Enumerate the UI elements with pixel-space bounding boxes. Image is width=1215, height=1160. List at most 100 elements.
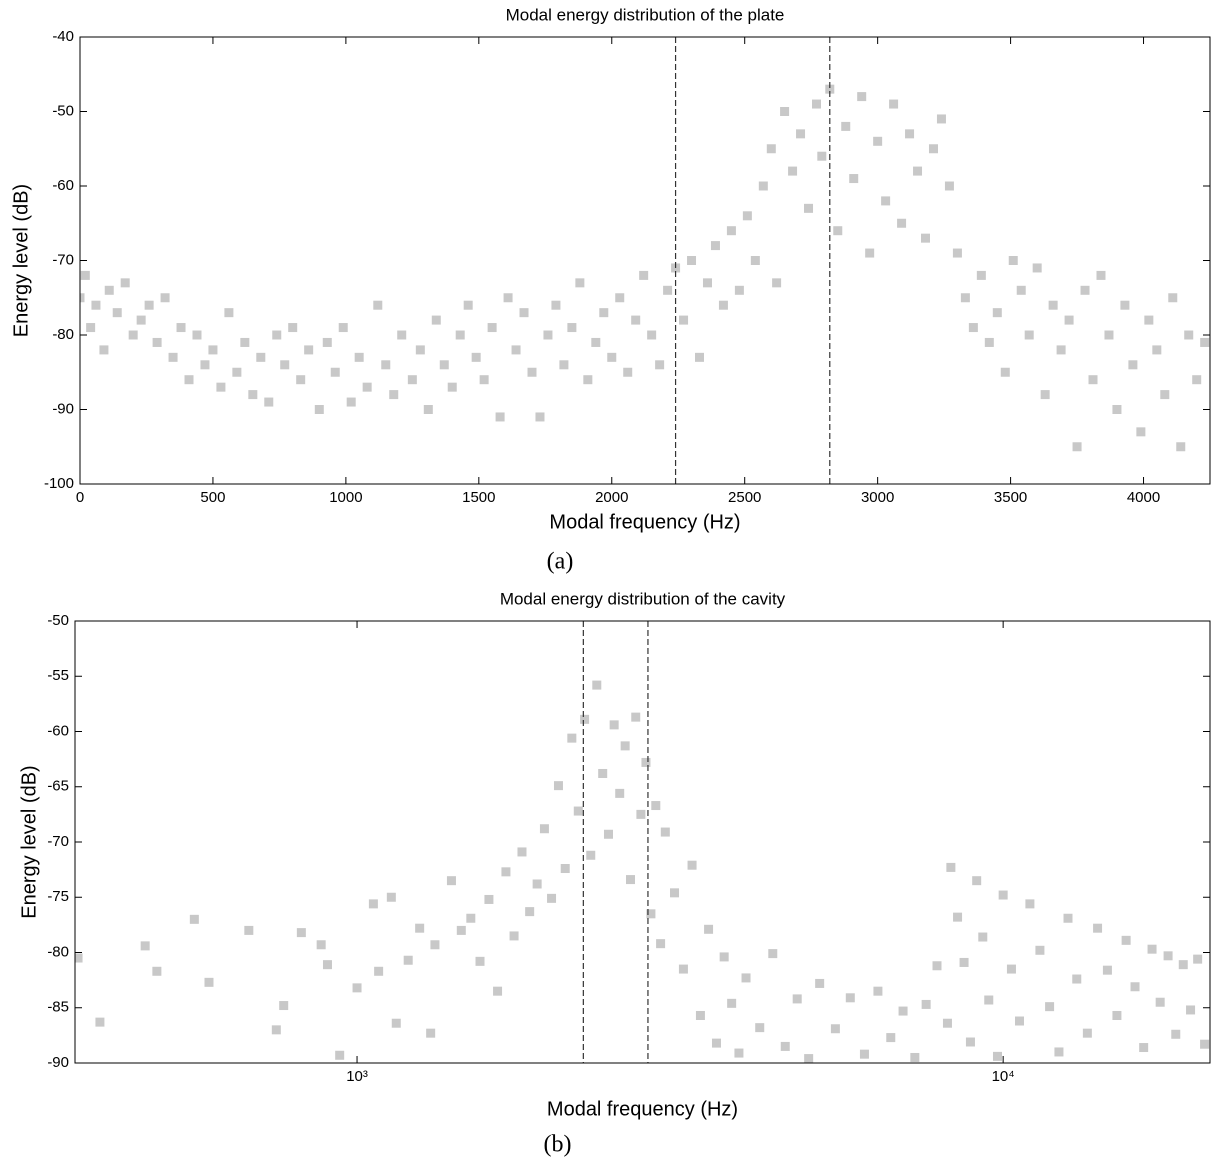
data-point — [1121, 935, 1131, 945]
data-point — [1104, 330, 1114, 340]
data-point — [362, 382, 372, 392]
data-point — [296, 928, 306, 938]
data-point — [1186, 1005, 1196, 1015]
x-tick-label: 0 — [76, 489, 84, 506]
data-point — [1112, 405, 1122, 414]
data-point — [136, 315, 146, 325]
data-point — [279, 1001, 289, 1011]
data-point — [140, 941, 150, 951]
data-point — [734, 285, 744, 295]
x-tick-label: 3500 — [994, 489, 1027, 506]
data-point — [322, 337, 332, 347]
data-point — [446, 876, 456, 886]
data-point — [792, 994, 802, 1004]
data-point — [280, 360, 290, 370]
data-point — [352, 983, 362, 993]
data-point — [271, 1025, 281, 1035]
y-tick-label: -70 — [52, 251, 74, 268]
chart-title: Modal energy distribution of the plate — [506, 5, 785, 24]
data-point — [833, 226, 843, 236]
data-point — [780, 107, 790, 116]
data-point — [373, 300, 383, 310]
data-point — [873, 136, 883, 146]
data-point — [547, 893, 557, 903]
data-point — [609, 720, 619, 730]
data-point — [639, 270, 649, 280]
data-point — [825, 84, 835, 94]
data-point — [936, 114, 946, 124]
points — [80, 84, 1210, 452]
data-point — [695, 1010, 705, 1020]
data-point — [972, 876, 982, 886]
data-point — [509, 931, 519, 941]
data-point — [921, 999, 931, 1009]
data-point — [772, 278, 782, 288]
x-tick-label: 500 — [200, 489, 225, 506]
data-point — [636, 809, 646, 819]
data-point — [660, 827, 670, 837]
data-point — [1015, 1016, 1025, 1026]
data-point — [1130, 982, 1140, 992]
data-point — [1080, 285, 1090, 295]
data-point — [104, 285, 114, 295]
data-point — [1120, 300, 1130, 310]
data-point — [338, 323, 348, 333]
data-point — [711, 1038, 721, 1048]
data-point — [865, 248, 875, 258]
data-point — [475, 956, 485, 966]
data-point — [80, 293, 85, 303]
data-point — [679, 315, 689, 325]
data-point — [615, 293, 625, 303]
data-point — [992, 1051, 1002, 1061]
data-point — [288, 323, 298, 333]
data-point — [567, 733, 577, 743]
data-point — [532, 879, 542, 889]
data-point — [1045, 1002, 1055, 1012]
data-point — [423, 405, 433, 414]
data-point — [1032, 263, 1042, 273]
data-point — [75, 953, 83, 963]
data-point — [535, 412, 545, 422]
data-point — [768, 949, 778, 959]
data-point — [599, 308, 609, 318]
data-point — [539, 824, 549, 834]
data-point — [1040, 390, 1050, 400]
data-point — [592, 680, 602, 690]
y-tick-label: -100 — [44, 475, 74, 492]
data-point — [200, 360, 210, 370]
data-point — [607, 352, 617, 362]
data-point — [710, 241, 720, 251]
points — [75, 680, 1210, 1063]
data-point — [727, 998, 737, 1008]
data-point — [626, 875, 636, 885]
x-tick-label: 4000 — [1127, 489, 1160, 506]
data-point — [766, 144, 776, 154]
data-point — [1200, 1039, 1210, 1049]
data-point — [646, 909, 656, 919]
data-point — [1163, 951, 1173, 961]
data-point — [128, 330, 138, 340]
data-point — [976, 270, 986, 280]
data-point — [330, 367, 340, 377]
data-point — [455, 330, 465, 340]
data-point — [374, 966, 384, 976]
data-point — [1008, 256, 1018, 265]
data-point — [1072, 442, 1082, 452]
data-point — [965, 1037, 975, 1047]
data-point — [841, 121, 851, 131]
data-point — [1102, 965, 1112, 975]
data-point — [992, 308, 1002, 318]
data-point — [718, 300, 728, 310]
x-tick-label: 10³ — [346, 1068, 368, 1085]
data-point — [704, 924, 714, 934]
data-point — [719, 952, 729, 962]
data-point — [487, 323, 497, 333]
data-point — [1072, 974, 1082, 984]
data-point — [551, 300, 561, 310]
plot-area — [75, 621, 1210, 1063]
y-tick-label: -70 — [47, 833, 69, 850]
data-point — [471, 352, 481, 362]
data-point — [456, 925, 466, 935]
data-point — [176, 323, 186, 333]
data-point — [272, 330, 282, 340]
